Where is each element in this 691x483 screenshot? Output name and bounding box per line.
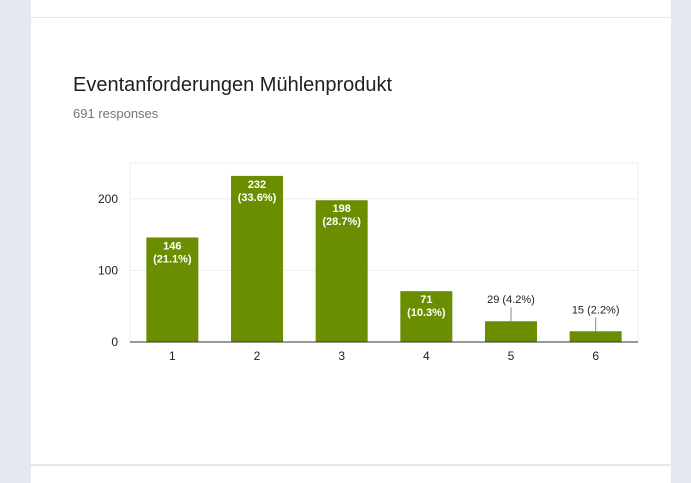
y-tick-label: 200 bbox=[98, 192, 118, 206]
x-tick-label: 3 bbox=[338, 349, 345, 363]
bar bbox=[315, 200, 368, 342]
bar-data-label: (10.3%) bbox=[407, 307, 446, 319]
plot-area-frame bbox=[129, 162, 639, 343]
y-tick-label: 0 bbox=[111, 335, 118, 349]
x-tick-label: 1 bbox=[169, 349, 176, 363]
bar-data-label: 15 (2.2%) bbox=[572, 304, 620, 316]
y-tick-label: 100 bbox=[98, 263, 118, 277]
bar bbox=[400, 291, 453, 342]
bar-data-label: (28.7%) bbox=[322, 216, 361, 228]
bar-data-label: 29 (4.2%) bbox=[487, 294, 535, 306]
question-title: Eventanforderungen Mühlenprodukt bbox=[73, 74, 393, 96]
x-tick-label: 2 bbox=[254, 349, 261, 363]
chart-bars bbox=[146, 175, 622, 342]
x-tick-label: 4 bbox=[423, 349, 430, 363]
bar-data-label: (21.1%) bbox=[153, 253, 192, 265]
x-tick-label: 6 bbox=[592, 349, 599, 363]
response-count: 691 responses bbox=[73, 106, 159, 121]
bar-data-label: 146 bbox=[163, 240, 181, 252]
bar bbox=[146, 237, 199, 342]
previous-card bbox=[31, 0, 671, 18]
chart-data-labels: 146(21.1%) 232(33.6%) 198(28.7%) 71(10.3%) 2… bbox=[153, 179, 620, 332]
chart-axes: 0 100 200 1 2 3 4 5 6 bbox=[98, 192, 638, 363]
bar-chart: 146(21.1%)232(33.6%)198(28.7%)71(10.3%)2… bbox=[98, 162, 639, 363]
bar-data-label: (33.6%) bbox=[238, 192, 277, 204]
question-summary-card: Eventanforderungen Mühlenprodukt 691 res… bbox=[31, 18, 671, 464]
bar bbox=[485, 321, 537, 342]
bar-data-label: 198 bbox=[332, 203, 350, 215]
bar-data-label: 71 bbox=[420, 294, 432, 306]
next-card bbox=[31, 465, 671, 483]
bar bbox=[569, 331, 622, 342]
x-tick-label: 5 bbox=[508, 349, 515, 363]
chart-gridlines bbox=[129, 162, 639, 343]
bar bbox=[231, 175, 283, 342]
bar-data-label: 232 bbox=[248, 179, 266, 191]
